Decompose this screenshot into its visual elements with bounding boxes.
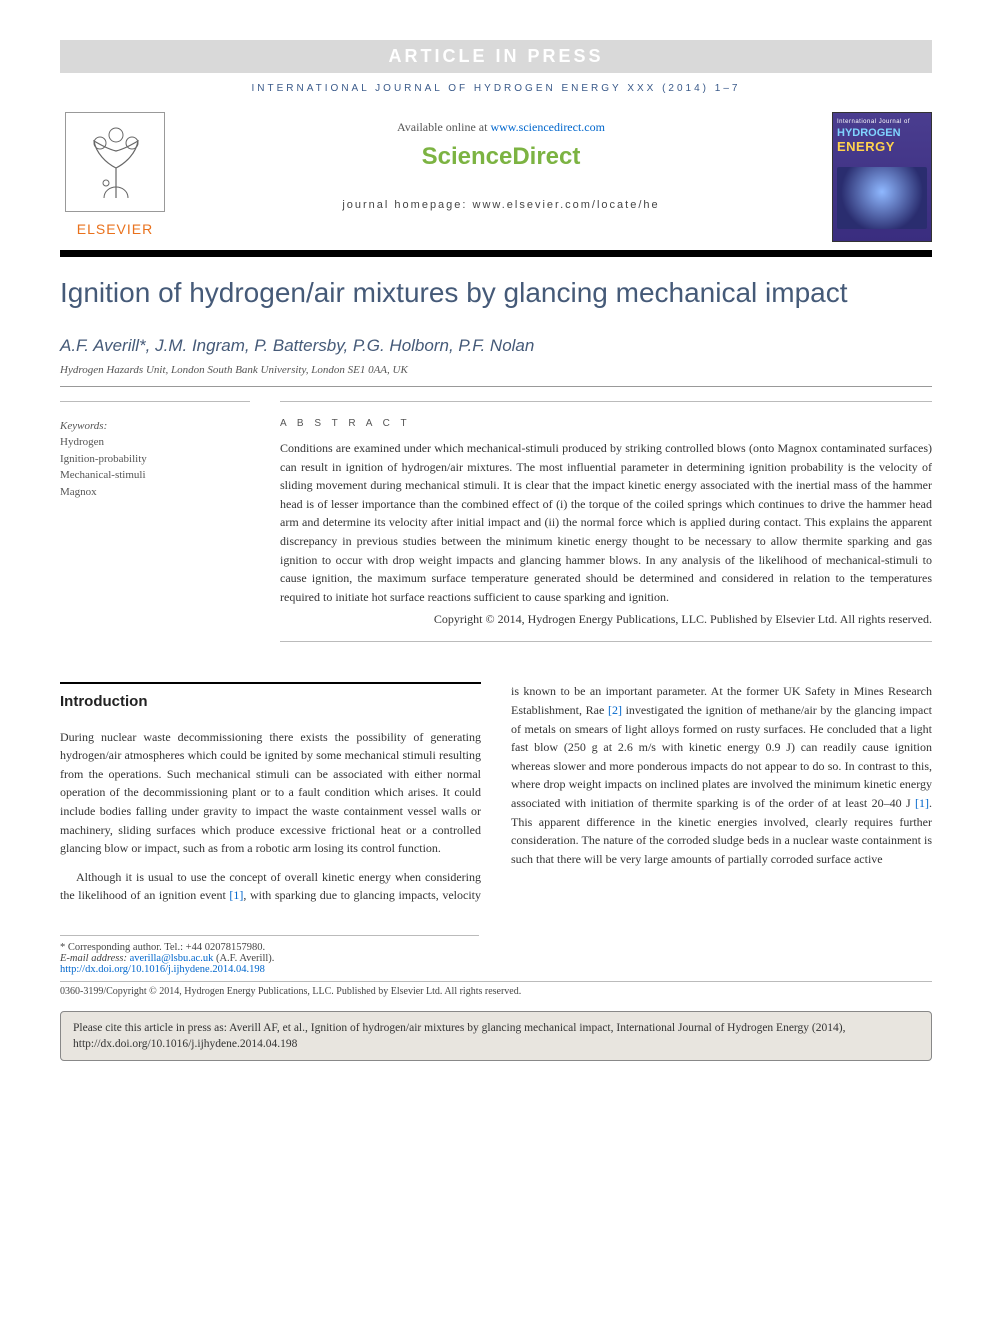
keyword-item: Ignition-probability xyxy=(60,451,250,468)
email-link[interactable]: averilla@lsbu.ac.uk xyxy=(130,953,214,964)
journal-homepage: journal homepage: www.elsevier.com/locat… xyxy=(188,199,814,211)
article-title: Ignition of hydrogen/air mixtures by gla… xyxy=(60,275,932,310)
citation-box: Please cite this article in press as: Av… xyxy=(60,1011,932,1061)
authors-text: A.F. Averill*, J.M. Ingram, P. Battersby… xyxy=(60,336,534,355)
ref-link[interactable]: [2] xyxy=(608,703,622,717)
header-center: Available online at www.sciencedirect.co… xyxy=(188,112,814,211)
footnotes: * Corresponding author. Tel.: +44 020781… xyxy=(60,935,479,975)
sciencedirect-url-link[interactable]: www.sciencedirect.com xyxy=(490,120,605,134)
cover-image-icon xyxy=(837,167,927,229)
introduction-heading: Introduction xyxy=(60,682,481,713)
journal-cover-thumbnail: International Journal of HYDROGEN ENERGY xyxy=(832,112,932,242)
issn-copyright-line: 0360-3199/Copyright © 2014, Hydrogen Ene… xyxy=(60,981,932,997)
available-prefix: Available online at xyxy=(397,120,490,134)
doi-link[interactable]: http://dx.doi.org/10.1016/j.ijhydene.201… xyxy=(60,964,265,975)
article-in-press-banner: ARTICLE IN PRESS xyxy=(60,40,932,73)
abstract-bottom-rule xyxy=(280,641,932,642)
sciencedirect-logo: ScienceDirect xyxy=(188,143,814,171)
abstract-column: A B S T R A C T Conditions are examined … xyxy=(280,401,932,642)
keyword-item: Magnox xyxy=(60,484,250,501)
abstract-head: A B S T R A C T xyxy=(280,418,932,429)
ref-link[interactable]: [1] xyxy=(915,796,929,810)
ref-link[interactable]: [1] xyxy=(229,888,243,902)
body-columns: Introduction During nuclear waste decomm… xyxy=(60,682,932,905)
abstract-copyright: Copyright © 2014, Hydrogen Energy Public… xyxy=(280,612,932,627)
elsevier-logo: ELSEVIER xyxy=(60,112,170,237)
email-label: E-mail address: xyxy=(60,953,130,964)
elsevier-tree-icon xyxy=(65,112,165,212)
page: ARTICLE IN PRESS INTERNATIONAL JOURNAL O… xyxy=(0,0,992,1091)
corresponding-author: * Corresponding author. Tel.: +44 020781… xyxy=(60,942,479,953)
email-line: E-mail address: averilla@lsbu.ac.uk (A.F… xyxy=(60,953,479,964)
p2-text-c: investigated the ignition of methane/air… xyxy=(511,703,932,810)
elsevier-wordmark: ELSEVIER xyxy=(60,221,170,237)
cover-title-2: ENERGY xyxy=(837,139,927,154)
header-block: ELSEVIER Available online at www.science… xyxy=(60,112,932,242)
authors-line: A.F. Averill*, J.M. Ingram, P. Battersby… xyxy=(60,336,932,356)
black-divider xyxy=(60,250,932,257)
thin-divider xyxy=(60,386,932,387)
keywords-head: Keywords: xyxy=(60,420,250,432)
available-online: Available online at www.sciencedirect.co… xyxy=(188,120,814,135)
meta-abstract-row: Keywords: Hydrogen Ignition-probability … xyxy=(60,401,932,642)
intro-paragraph-1: During nuclear waste decommissioning the… xyxy=(60,728,481,858)
cover-title-1: HYDROGEN xyxy=(837,127,927,139)
email-suffix: (A.F. Averill). xyxy=(213,953,274,964)
keyword-item: Hydrogen xyxy=(60,434,250,451)
keyword-item: Mechanical-stimuli xyxy=(60,467,250,484)
abstract-text: Conditions are examined under which mech… xyxy=(280,439,932,606)
journal-reference: INTERNATIONAL JOURNAL OF HYDROGEN ENERGY… xyxy=(60,83,932,94)
cover-top-line: International Journal of xyxy=(837,119,927,125)
keywords-column: Keywords: Hydrogen Ignition-probability … xyxy=(60,401,250,642)
affiliation: Hydrogen Hazards Unit, London South Bank… xyxy=(60,364,932,376)
